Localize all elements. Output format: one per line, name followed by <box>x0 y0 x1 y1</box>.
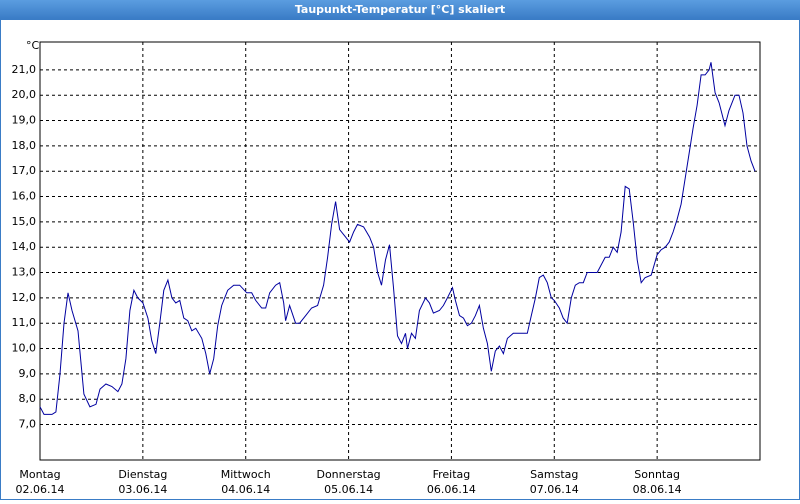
y-tick-label: 18,0 <box>12 139 37 152</box>
y-tick-label: 9,0 <box>19 367 37 380</box>
y-tick-label: 19,0 <box>12 114 37 127</box>
frame <box>0 19 800 500</box>
chart-title: Taupunkt-Temperatur [°C] skaliert <box>295 3 505 16</box>
x-tick-label: Montag <box>19 468 60 481</box>
y-tick-label: 16,0 <box>12 190 37 203</box>
x-tick-label: Donnerstag <box>316 468 380 481</box>
x-tick-label: Mittwoch <box>221 468 271 481</box>
y-tick-label: 20,0 <box>12 88 37 101</box>
x-tick-date: 03.06.14 <box>118 483 167 496</box>
x-tick-date: 05.06.14 <box>324 483 373 496</box>
y-tick-label: 12,0 <box>12 291 37 304</box>
x-tick-label: Freitag <box>433 468 471 481</box>
y-tick-label: 21,0 <box>12 63 37 76</box>
x-tick-label: Samstag <box>530 468 578 481</box>
y-tick-label: 14,0 <box>12 240 37 253</box>
x-tick-label: Dienstag <box>118 468 167 481</box>
y-tick-label: 7,0 <box>19 418 37 431</box>
x-tick-date: 04.06.14 <box>221 483 270 496</box>
data-line <box>39 62 756 415</box>
y-tick-label: 13,0 <box>12 266 37 279</box>
y-tick-label: 15,0 <box>12 215 37 228</box>
y-tick-label: 8,0 <box>19 392 37 405</box>
x-tick-date: 08.06.14 <box>633 483 682 496</box>
plot-border <box>39 41 761 461</box>
y-unit: °C <box>26 39 40 52</box>
x-tick-date: 06.06.14 <box>427 483 476 496</box>
x-tick-date: 02.06.14 <box>16 483 65 496</box>
y-tick-label: 10,0 <box>12 342 37 355</box>
title-bar <box>0 0 800 19</box>
x-tick-date: 07.06.14 <box>530 483 579 496</box>
y-tick-label: 17,0 <box>12 164 37 177</box>
y-tick-label: 11,0 <box>12 316 37 329</box>
x-tick-label: Sonntag <box>634 468 680 481</box>
